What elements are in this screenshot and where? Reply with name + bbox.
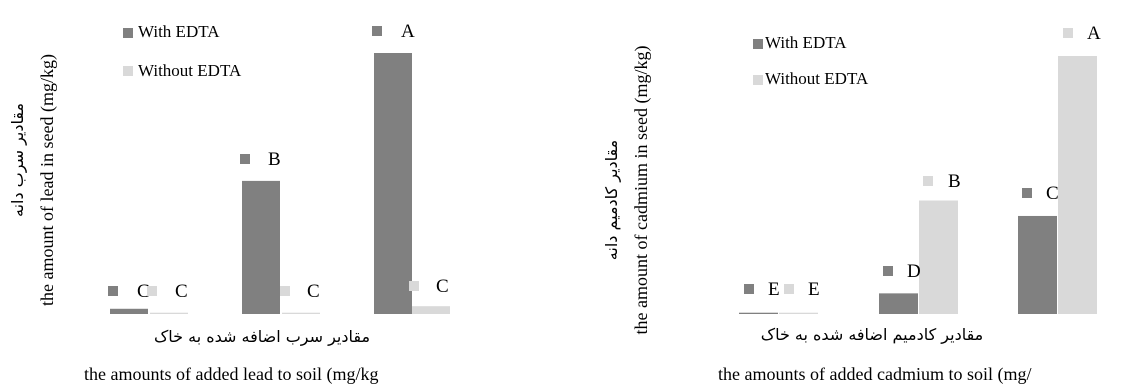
- y-axis-label-fa: مقادیر سرب دانه: [8, 103, 28, 217]
- bar-with-edta-2: [879, 293, 918, 314]
- legend-swatch-without-edta: [123, 66, 133, 76]
- cadmium-chart-panel: E D C E B A With EDTA Without EDTA مقادیر کادمیم…: [560, 0, 1134, 385]
- significance-letter: E: [768, 279, 780, 300]
- bar-without-edta-3: [412, 306, 450, 314]
- bar-with-edta-3: [374, 53, 412, 314]
- x-axis-label-en: the amounts of added lead to soil (mg/kg: [84, 364, 378, 385]
- legend-swatch-without-edta: [753, 75, 763, 85]
- letter-marker-with-2: [240, 154, 250, 164]
- letter-marker-with-3: [1022, 188, 1032, 198]
- significance-letter: C: [175, 281, 188, 302]
- legend-swatch-with-edta: [753, 39, 763, 49]
- letter-marker-with-3: [372, 26, 382, 36]
- letter-marker-with-2: [883, 266, 893, 276]
- significance-letter: A: [401, 21, 415, 42]
- legend-label: Without EDTA: [765, 69, 869, 88]
- x-axis-label-en: the amounts of added cadmium to soil (mg…: [718, 364, 1031, 385]
- bar-with-edta-1: [739, 312, 778, 314]
- y-axis-label-en: the amount of cadmium in seed (mg/kg): [631, 46, 652, 335]
- significance-letter: C: [436, 276, 449, 297]
- significance-letter: D: [907, 261, 921, 282]
- bar-with-edta-2: [242, 180, 280, 314]
- y-axis-label-fa: مقادیر کادمیم دانه: [602, 140, 622, 260]
- bar-without-edta-2: [919, 200, 958, 314]
- significance-letter: E: [808, 279, 820, 300]
- letter-marker-without-2: [280, 286, 290, 296]
- y-axis-label-en: the amount of lead in seed (mg/kg): [37, 54, 58, 306]
- significance-letter: C: [137, 281, 150, 302]
- letter-marker-with-1: [108, 286, 118, 296]
- letter-marker-without-1: [147, 286, 157, 296]
- significance-letter: C: [307, 281, 320, 302]
- significance-letter: C: [1046, 183, 1059, 204]
- legend-label: Without EDTA: [138, 61, 242, 80]
- bar-without-edta-1: [150, 312, 188, 314]
- bar-without-edta-3: [1058, 56, 1097, 314]
- legend-label: With EDTA: [765, 33, 847, 52]
- significance-letter: A: [1087, 23, 1101, 44]
- legend-swatch-with-edta: [123, 28, 133, 38]
- letter-marker-with-1: [744, 284, 754, 294]
- letter-marker-without-3: [1063, 28, 1073, 38]
- x-axis-label-fa: مقادیر کادمیم اضافه شده به خاک: [761, 325, 983, 345]
- bar-with-edta-1: [110, 308, 148, 314]
- letter-marker-without-2: [923, 176, 933, 186]
- lead-chart-panel: C B A C C C With EDTA Without EDTA مقادیر سرب دا…: [0, 0, 560, 385]
- bar-without-edta-1: [779, 312, 818, 314]
- cadmium-chart: E D C E B A With EDTA Without EDTA مقادیر کادمیم…: [602, 23, 1101, 385]
- bar-without-edta-2: [282, 312, 320, 314]
- bar-with-edta-3: [1018, 215, 1057, 314]
- legend-label: With EDTA: [138, 22, 220, 41]
- letter-marker-without-1: [784, 284, 794, 294]
- letter-marker-without-3: [409, 281, 419, 291]
- x-axis-label-fa: مقادیر سرب اضافه شده به خاک: [154, 327, 370, 347]
- significance-letter: B: [268, 149, 281, 170]
- significance-letter: B: [948, 171, 961, 192]
- lead-chart: C B A C C C With EDTA Without EDTA مقادیر سرب دا…: [8, 21, 450, 385]
